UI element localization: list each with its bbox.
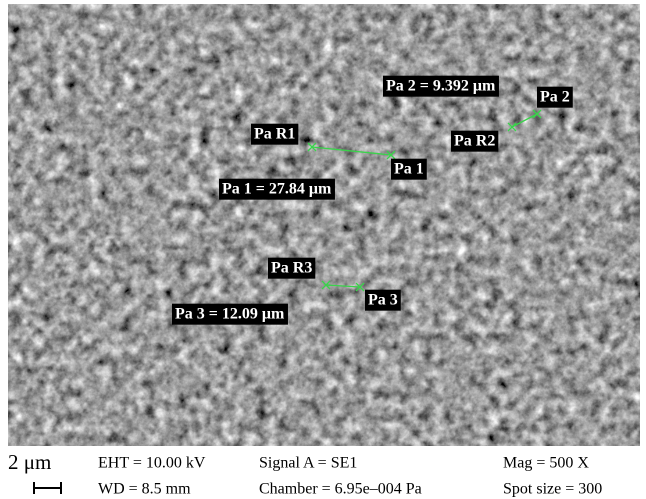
info-field: Spot size = 300	[503, 481, 602, 498]
label: Pa R2	[451, 131, 498, 152]
info-field: Chamber = 6.95e–004 Pa	[259, 481, 422, 498]
result-label: Pa 2 = 9.392 μm	[386, 78, 496, 95]
info-field: WD = 8.5 mm	[98, 481, 191, 498]
end-label: Pa 2	[540, 89, 570, 106]
sem-screen: Pa R1 Pa 1 Pa 1 = 27.84 μm Pa R2 Pa 2 Pa…	[0, 0, 646, 499]
scale-text: 2 μm	[8, 450, 51, 474]
info-bar: 2 μm EHT = 10.00 kV Signal A = SE1 Mag =…	[8, 450, 602, 498]
label: Pa R3	[268, 258, 315, 279]
start-label: Pa R3	[271, 260, 312, 277]
label: Pa 1 = 27.84 μm	[219, 179, 335, 200]
start-label: Pa R1	[254, 126, 295, 143]
micrograph	[8, 4, 640, 446]
scale-bar	[34, 482, 61, 494]
end-label: Pa 1	[394, 161, 424, 178]
info-field: EHT = 10.00 kV	[98, 455, 206, 472]
label: Pa 1	[391, 159, 427, 180]
label: Pa 2	[537, 87, 573, 108]
label: Pa R1	[251, 124, 298, 145]
result-label: Pa 3 = 12.09 μm	[175, 306, 285, 323]
label: Pa 2 = 9.392 μm	[383, 76, 499, 97]
label: Pa 3 = 12.09 μm	[172, 304, 288, 325]
info-field: Mag = 500 X	[503, 455, 589, 472]
label: Pa 3	[365, 290, 401, 311]
result-label: Pa 1 = 27.84 μm	[222, 181, 332, 198]
end-label: Pa 3	[368, 292, 398, 309]
start-label: Pa R2	[454, 133, 495, 150]
info-field: Signal A = SE1	[259, 455, 357, 472]
